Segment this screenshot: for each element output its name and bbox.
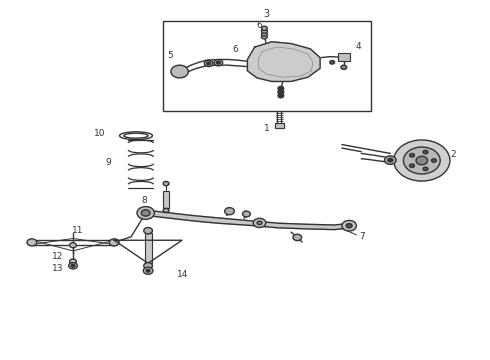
Circle shape	[394, 140, 450, 181]
Circle shape	[70, 259, 76, 264]
Circle shape	[432, 159, 437, 162]
Circle shape	[346, 224, 352, 228]
Circle shape	[330, 60, 335, 64]
Text: 2: 2	[450, 150, 456, 159]
Text: 11: 11	[72, 226, 84, 235]
Circle shape	[204, 60, 213, 67]
Circle shape	[109, 239, 119, 246]
Circle shape	[262, 35, 267, 39]
Circle shape	[217, 61, 221, 64]
Circle shape	[410, 164, 415, 167]
Circle shape	[71, 264, 75, 267]
Text: 3: 3	[264, 9, 270, 19]
Circle shape	[410, 153, 415, 157]
Circle shape	[278, 90, 284, 94]
Circle shape	[278, 86, 284, 91]
Text: 7: 7	[359, 232, 365, 241]
Polygon shape	[247, 42, 320, 81]
Circle shape	[27, 239, 37, 246]
Polygon shape	[146, 210, 349, 230]
Circle shape	[341, 65, 347, 69]
Circle shape	[144, 228, 152, 234]
Circle shape	[69, 262, 77, 269]
Bar	[145, 233, 151, 263]
Circle shape	[137, 207, 154, 219]
Circle shape	[403, 147, 440, 174]
Text: 6: 6	[257, 21, 263, 30]
Circle shape	[214, 59, 223, 66]
Text: 8: 8	[141, 196, 147, 205]
Ellipse shape	[124, 133, 148, 138]
Circle shape	[146, 269, 150, 272]
Circle shape	[279, 91, 282, 93]
Circle shape	[163, 181, 169, 186]
Text: 5: 5	[167, 51, 173, 60]
Text: 13: 13	[52, 264, 63, 273]
Circle shape	[278, 94, 284, 98]
Circle shape	[207, 62, 211, 65]
Bar	[274, 123, 284, 127]
Circle shape	[262, 29, 267, 33]
Circle shape	[262, 32, 267, 36]
Text: 6: 6	[232, 45, 238, 54]
Circle shape	[144, 262, 152, 269]
Circle shape	[279, 95, 282, 97]
Circle shape	[163, 208, 169, 213]
Circle shape	[279, 87, 282, 90]
Circle shape	[423, 167, 428, 171]
Text: 4: 4	[356, 41, 362, 50]
Bar	[163, 21, 371, 111]
Circle shape	[143, 267, 153, 274]
Text: 12: 12	[52, 252, 63, 261]
Text: 14: 14	[177, 270, 189, 279]
Circle shape	[385, 156, 396, 165]
Circle shape	[224, 208, 234, 215]
Bar	[163, 192, 170, 208]
Circle shape	[342, 220, 356, 231]
Circle shape	[388, 158, 393, 162]
Bar	[338, 53, 350, 61]
Circle shape	[257, 221, 262, 225]
Ellipse shape	[120, 132, 152, 140]
Text: 9: 9	[105, 158, 111, 167]
Circle shape	[262, 26, 267, 31]
Text: 1: 1	[264, 125, 270, 134]
Circle shape	[70, 243, 76, 248]
Circle shape	[171, 65, 188, 78]
Circle shape	[141, 210, 150, 216]
Circle shape	[423, 150, 428, 154]
Circle shape	[293, 234, 302, 240]
Circle shape	[416, 156, 428, 165]
Circle shape	[243, 211, 250, 217]
Circle shape	[253, 218, 266, 228]
Text: 10: 10	[94, 130, 105, 139]
